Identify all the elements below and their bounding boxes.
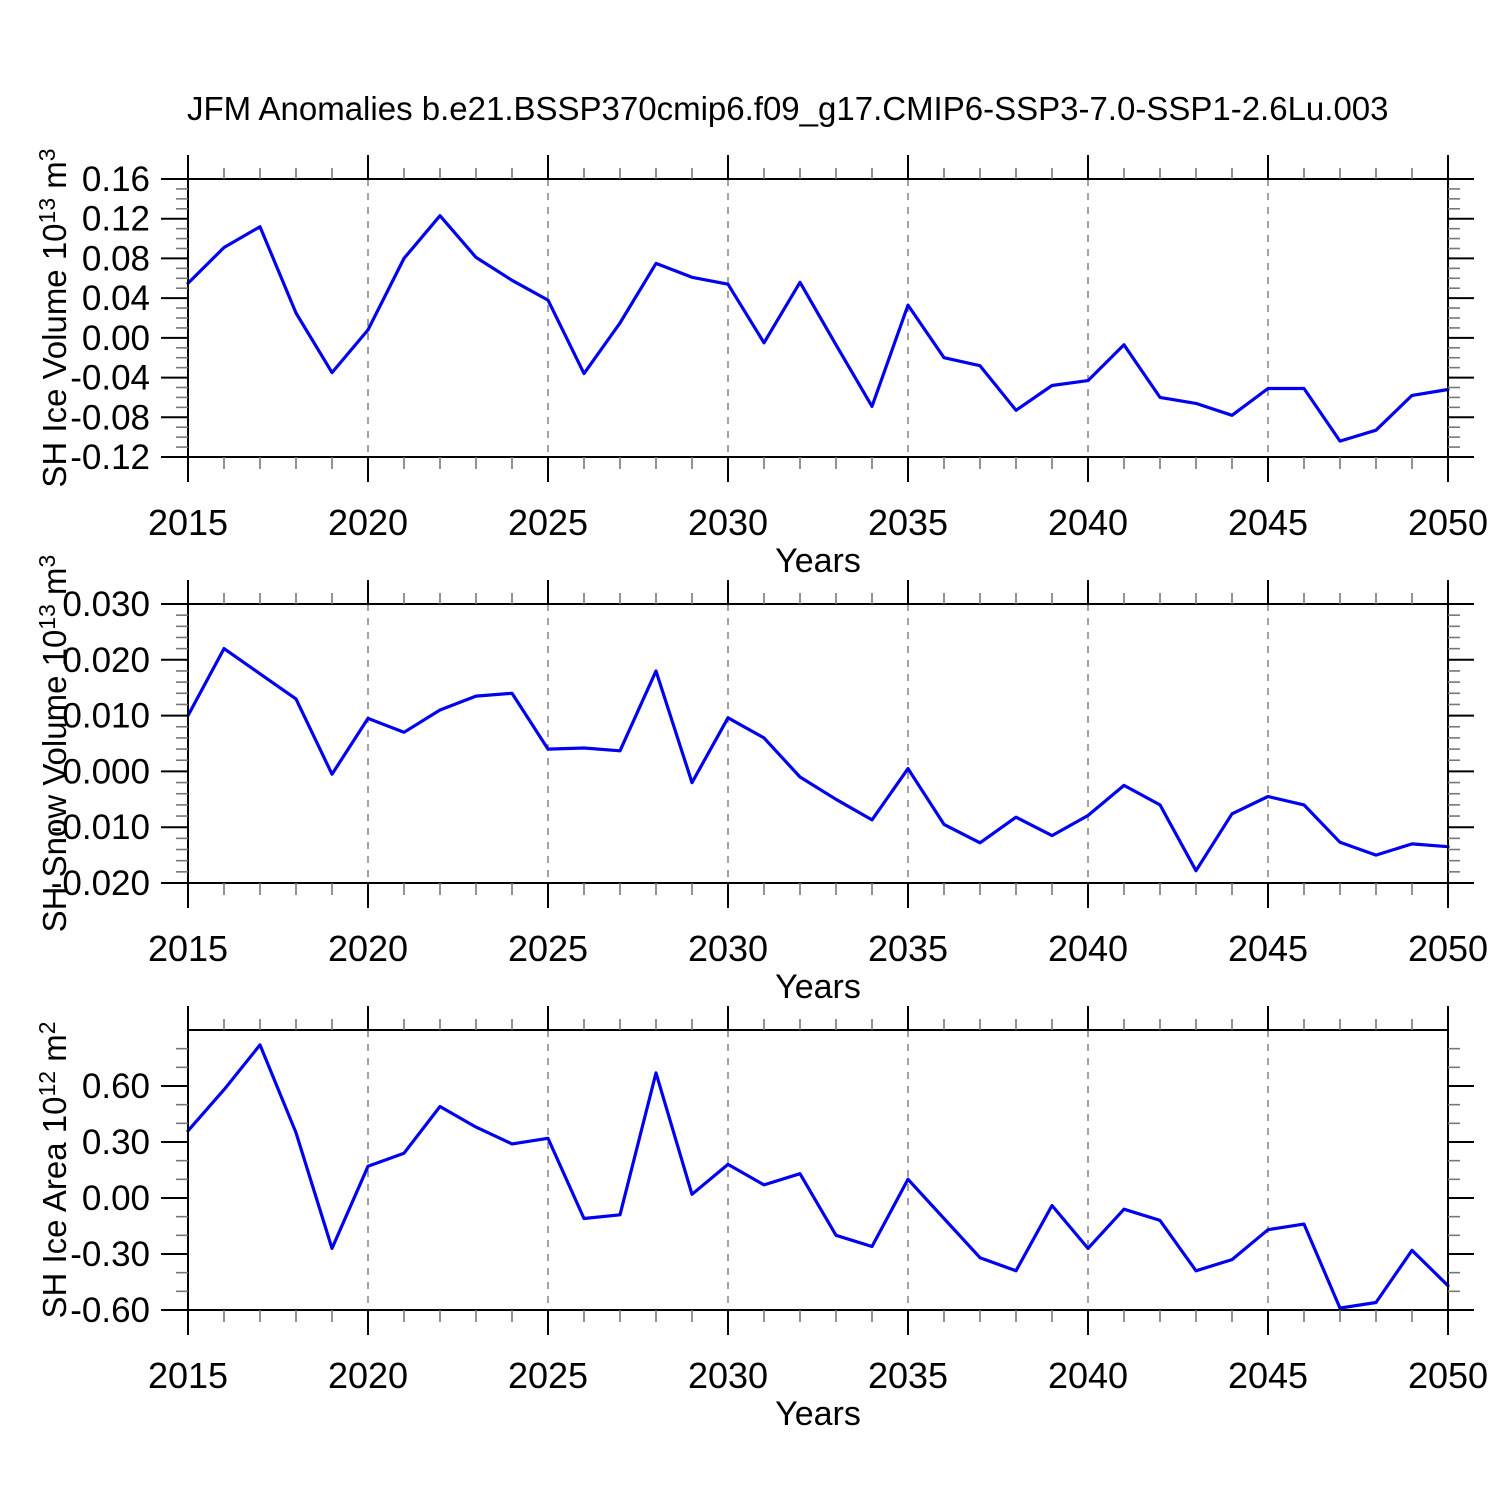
y-tick-label: 0.04 (82, 279, 150, 318)
figure-title: JFM Anomalies b.e21.BSSP370cmip6.f09_g17… (187, 90, 1389, 127)
x-tick-label: 2045 (1228, 928, 1308, 969)
chart-2: 0.60 0.30 0.00 -0.30 -0.60 2015 2020 2025 2030 20… (34, 1006, 1488, 1433)
x-tick-label: 2035 (868, 1355, 948, 1396)
y-tick-label: 0.030 (62, 585, 150, 624)
y-tick-label: -0.04 (70, 359, 150, 398)
x-tick-label: 2035 (868, 928, 948, 969)
series-line (186, 214, 1450, 443)
y-tick-label: -0.60 (70, 1291, 150, 1330)
x-tick-label: 2015 (148, 1355, 228, 1396)
y-axis-title: SH Snow Volume 1013 m3 (34, 555, 73, 933)
y-tick-label: 0.30 (82, 1123, 150, 1162)
y-tick-label: -0.020 (51, 864, 150, 903)
series-line (186, 1043, 1450, 1310)
x-tick-label: 2015 (148, 928, 228, 969)
x-tick-label: 2020 (328, 502, 408, 543)
y-tick-label: 0.00 (82, 1179, 150, 1218)
x-tick-label: 2050 (1408, 928, 1488, 969)
x-tick-label: 2020 (328, 1355, 408, 1396)
x-tick-label: 2050 (1408, 1355, 1488, 1396)
x-tick-label: 2045 (1228, 1355, 1308, 1396)
x-tick-label: 2040 (1048, 1355, 1128, 1396)
x-tick-label: 2025 (508, 928, 588, 969)
plot-frame (187, 1029, 1449, 1311)
x-tick-label: 2050 (1408, 502, 1488, 543)
x-tick-label: 2030 (688, 928, 768, 969)
y-axis-title: SH Ice Volume 1013 m3 (34, 148, 73, 487)
y-tick-label: -0.12 (70, 438, 150, 477)
y-tick-label: -0.010 (51, 808, 150, 847)
x-tick-label: 2025 (508, 1355, 588, 1396)
y-tick-label: 0.60 (82, 1067, 150, 1106)
y-tick-label: -0.08 (70, 398, 150, 437)
plot-frame (187, 603, 1449, 884)
y-tick-label: -0.30 (70, 1235, 150, 1274)
x-axis-title: Years (775, 1395, 861, 1433)
x-tick-label: 2020 (328, 928, 408, 969)
x-tick-label: 2040 (1048, 502, 1128, 543)
y-tick-label: 0.12 (82, 200, 150, 239)
x-tick-label: 2045 (1228, 502, 1308, 543)
y-tick-label: 0.010 (62, 697, 150, 736)
x-tick-label: 2015 (148, 502, 228, 543)
x-tick-label: 2025 (508, 502, 588, 543)
x-tick-label: 2030 (688, 502, 768, 543)
plot-frame (187, 178, 1449, 458)
y-tick-label: 0.020 (62, 641, 150, 680)
y-axis-title: SH Ice Area 1012 m2 (34, 1021, 73, 1318)
y-tick-label: 0.08 (82, 239, 150, 278)
chart-0: 0.160.120.080.040.00-0.04-0.08-0.12 2015 2… (34, 148, 1488, 580)
y-tick-label: 0.000 (62, 752, 150, 791)
y-tick-label: 0.00 (82, 319, 150, 358)
y-tick-label: 0.16 (82, 160, 150, 199)
x-axis-title: Years (775, 542, 861, 580)
x-tick-label: 2040 (1048, 928, 1128, 969)
chart-1: 0.030 0.020 0.010 0.000 -0.010 -0.020 2015 2020… (34, 555, 1488, 1006)
series-line (186, 646, 1450, 873)
x-axis-title: Years (775, 968, 861, 1006)
x-tick-label: 2030 (688, 1355, 768, 1396)
x-tick-label: 2035 (868, 502, 948, 543)
